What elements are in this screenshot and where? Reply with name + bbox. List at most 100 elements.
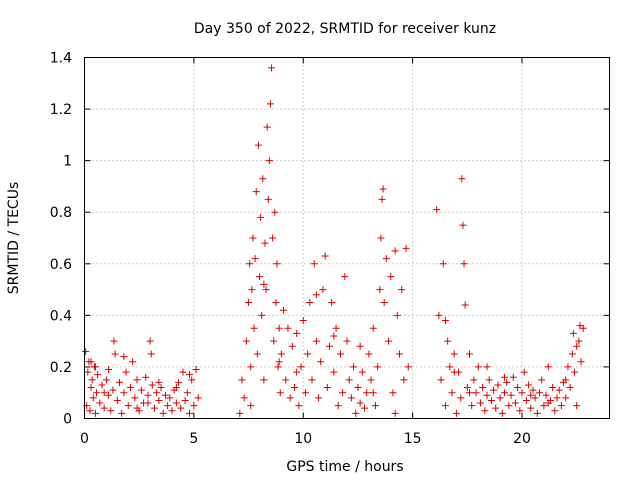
- data-point: [144, 399, 152, 407]
- data-point: [269, 234, 277, 242]
- data-point: [192, 366, 200, 374]
- data-point: [126, 384, 134, 392]
- data-point: [304, 350, 312, 358]
- data-point: [275, 358, 283, 366]
- data-point: [527, 404, 535, 412]
- data-point: [358, 368, 366, 376]
- data-point: [444, 337, 452, 345]
- data-point: [260, 280, 268, 288]
- data-point: [555, 386, 563, 394]
- data-point: [250, 324, 258, 332]
- data-point: [190, 402, 198, 410]
- data-point: [276, 389, 284, 397]
- data-point: [485, 376, 493, 384]
- data-point: [396, 350, 403, 358]
- data-point: [511, 399, 519, 407]
- data-point: [319, 286, 327, 294]
- axis-ticks: 0 5 10 15 20 0 0.2 0.4 0.6 0.8 1 1.2 1.4: [50, 51, 610, 447]
- data-point: [240, 394, 248, 402]
- data-point: [194, 394, 202, 402]
- data-point: [172, 384, 180, 392]
- chart-title: Day 350 of 2022, SRMTID for receiver kun…: [194, 21, 496, 37]
- x-tick-label: 15: [404, 431, 422, 447]
- y-tick-label: 0.8: [50, 205, 72, 221]
- data-point: [179, 368, 187, 376]
- data-point: [286, 394, 294, 402]
- data-point: [441, 317, 449, 325]
- data-point: [494, 381, 502, 389]
- data-point: [404, 363, 412, 371]
- data-point: [122, 368, 130, 376]
- data-point: [379, 185, 387, 193]
- data-point: [242, 337, 250, 345]
- data-point: [137, 386, 145, 394]
- data-point: [312, 291, 320, 299]
- data-point: [147, 350, 155, 358]
- data-point: [277, 350, 285, 358]
- data-point: [433, 206, 441, 214]
- data-point: [86, 407, 94, 415]
- data-point: [544, 363, 552, 371]
- data-point: [496, 394, 504, 402]
- data-point: [268, 64, 276, 72]
- data-point: [507, 391, 515, 399]
- data-point: [253, 350, 261, 358]
- data-point: [533, 409, 541, 417]
- data-point: [188, 376, 196, 384]
- data-point: [181, 396, 189, 404]
- data-point: [328, 298, 336, 306]
- data-point: [363, 389, 371, 397]
- data-point: [105, 366, 113, 374]
- data-point: [273, 260, 281, 268]
- data-point: [100, 389, 108, 397]
- y-tick-label: 1.4: [50, 51, 72, 67]
- data-point: [247, 402, 255, 410]
- data-point: [391, 247, 399, 255]
- data-point: [448, 389, 456, 397]
- data-point: [573, 342, 581, 350]
- data-point: [252, 188, 260, 196]
- data-point: [146, 337, 154, 345]
- data-point: [367, 376, 375, 384]
- data-point: [518, 389, 526, 397]
- data-point: [168, 407, 176, 415]
- data-point: [177, 404, 185, 412]
- data-point: [312, 337, 320, 345]
- data-point: [107, 407, 115, 415]
- data-point: [385, 337, 393, 345]
- data-point: [91, 409, 99, 417]
- data-point: [474, 363, 482, 371]
- y-tick-label: 0.6: [50, 257, 72, 273]
- data-point: [361, 404, 368, 412]
- data-point: [441, 402, 449, 410]
- data-point: [82, 347, 90, 355]
- data-point: [249, 234, 257, 242]
- data-point: [461, 301, 469, 309]
- data-point: [259, 175, 267, 183]
- data-point: [295, 402, 303, 410]
- data-point: [172, 399, 180, 407]
- data-point: [516, 407, 524, 415]
- data-point: [339, 389, 347, 397]
- data-point: [186, 371, 193, 379]
- data-point: [315, 394, 323, 402]
- data-point: [272, 298, 280, 306]
- data-point: [265, 157, 273, 165]
- data-point: [400, 376, 408, 384]
- data-point: [529, 386, 537, 394]
- data-point: [374, 363, 382, 371]
- data-point: [332, 324, 340, 332]
- data-point: [470, 376, 478, 384]
- data-point: [481, 407, 489, 415]
- data-point: [435, 311, 443, 319]
- data-point: [483, 391, 491, 399]
- y-tick-label: 0.2: [50, 360, 72, 376]
- data-point: [341, 273, 349, 281]
- data-point: [562, 376, 570, 384]
- data-point: [330, 332, 338, 340]
- data-point: [492, 404, 500, 412]
- data-point: [553, 394, 561, 402]
- data-point: [503, 378, 511, 386]
- data-point: [100, 404, 108, 412]
- data-point: [571, 368, 578, 376]
